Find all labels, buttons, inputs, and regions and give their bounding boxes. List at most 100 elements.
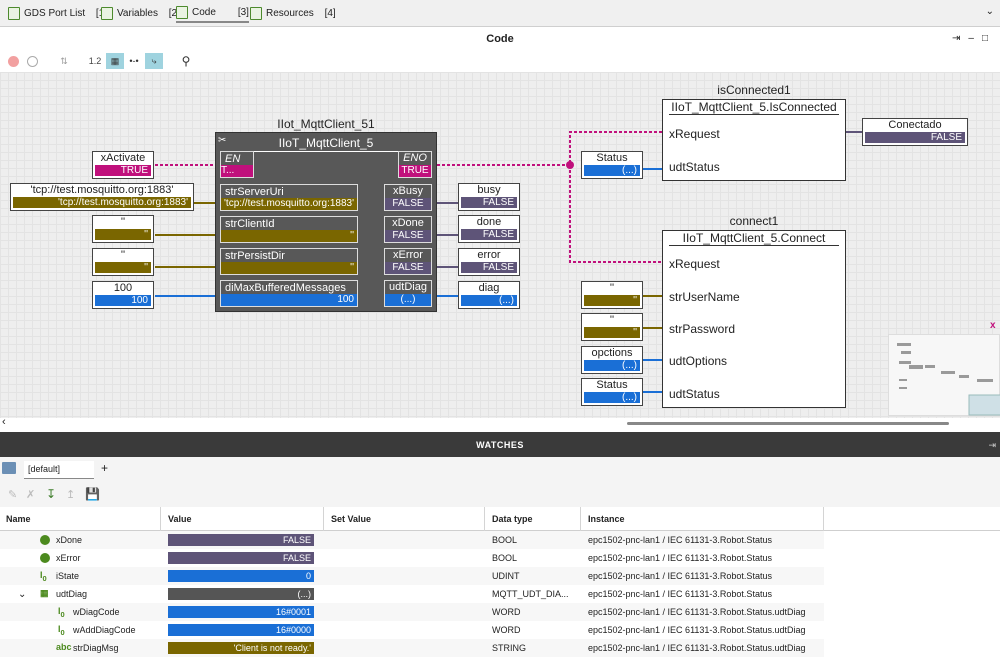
mqtt-client-block[interactable]: IIoT_MqttClient_5 ✂ EN T... ENO TRUE strSe… [215,132,437,312]
resources-icon [250,7,262,20]
zoom-level[interactable]: 1.2 [88,56,102,66]
pin-dimaxbuffered[interactable]: diMaxBufferedMessages 100 [220,280,358,307]
isconnected-pin-udtstatus[interactable]: udtStatus [669,160,720,174]
var-status-isconnected[interactable]: Status (...) [581,151,643,179]
diagram-toolbar: ⇅ 1.2 ▦ •-• ⤷ ⚲ [0,50,1000,72]
editor-tab-bar: GDS Port List [1] Variables [2] Code [3]… [0,0,1000,27]
table-row[interactable]: I0 iState 0 UDINT epc1502-pnc-lan1 / IEC… [0,567,824,585]
boolean-icon [40,553,50,563]
watches-panel-header: WATCHES ⇥ [0,432,1000,457]
connect-pin-xrequest[interactable]: xRequest [669,257,720,271]
isconnected-pin-xrequest[interactable]: xRequest [669,127,720,141]
chevron-down-icon[interactable]: ⌄ [18,589,27,600]
variables-icon [101,7,113,20]
connect-instance-name: connect1 [729,214,779,228]
isconnected-block[interactable]: IIoT_MqttClient_5.IsConnected xRequest u… [662,99,846,181]
export-icon[interactable]: ↥ [66,489,76,501]
col-instance[interactable]: Instance [588,514,625,524]
var-persist-dir[interactable]: '' '' [92,248,154,276]
col-data-type[interactable]: Data type [492,514,533,524]
pin-xdone[interactable]: xDone FALSE [384,216,432,243]
fbd-canvas[interactable]: xActivate TRUE 'tcp://test.mosquitto.org:… [0,72,1000,418]
tab-resources[interactable]: Resources [4] [250,4,336,23]
add-watch-tab-button[interactable]: + [101,461,109,475]
table-row[interactable]: ⌄ ▦ udtDiag (...) MQTT_UDT_DIA... epc150… [0,585,824,603]
connect-pin-strusername[interactable]: strUserName [669,290,740,304]
pin-strserveruri[interactable]: strServerUri'tcp://test.mosquitto.org:18… [220,184,358,211]
error-marker-icon: x [990,320,996,331]
pin-udtdiag[interactable]: udtDiag (...) [384,280,432,307]
watch-list-tabs: [default] + [0,457,1000,482]
integer-icon: I0 [58,624,65,637]
watch-tab-default[interactable]: [default] [24,461,94,479]
save-icon[interactable]: 💾 [85,487,100,501]
isconnected-type-name: IIoT_MqttClient_5.IsConnected [669,100,839,115]
scroll-left-icon[interactable]: ‹ [2,416,6,428]
string-icon: abc [56,642,72,652]
var-done[interactable]: done FALSE [458,215,520,243]
route-icon[interactable]: ⤷ [145,53,163,69]
var-diag[interactable]: diag (...) [458,281,520,309]
pin-en[interactable]: EN T... [220,151,254,178]
tab-gds-port-list[interactable]: GDS Port List [1] [8,4,107,23]
var-options[interactable]: opctions (...) [581,346,643,374]
pin-strpersistdir[interactable]: strPersistDir '' [220,248,358,275]
minimap-preview [897,343,1000,416]
search-icon[interactable]: ⚲ [181,54,191,68]
tab-variables[interactable]: Variables [2] [101,4,180,23]
var-max-buffered[interactable]: 100 100 [92,281,154,309]
pin-strclientid[interactable]: strClientId '' [220,216,358,243]
col-set-value[interactable]: Set Value [331,514,372,524]
table-row[interactable]: xError FALSE BOOL epc1502-pnc-lan1 / IEC… [0,549,824,567]
watch-grid-header: Name Value Set Value Data type Instance [0,507,1000,531]
var-username[interactable]: '' '' [581,281,643,309]
chevron-down-icon[interactable]: ⌄ [985,6,994,17]
var-client-id[interactable]: '' '' [92,215,154,243]
grid-icon[interactable]: ▦ [106,53,124,69]
boolean-icon [40,535,50,545]
var-xactivate[interactable]: xActivate TRUE [92,151,154,179]
table-row[interactable]: I0 wDiagCode 16#0001 WORD epc1502-pnc-la… [0,603,824,621]
pin-xbusy[interactable]: xBusy FALSE [384,184,432,211]
var-conectado[interactable]: Conectado FALSE [862,118,968,146]
col-name[interactable]: Name [6,514,31,524]
var-error[interactable]: error FALSE [458,248,520,276]
col-value[interactable]: Value [168,514,192,524]
pin-eno[interactable]: ENO TRUE [398,151,432,178]
integer-icon: I0 [40,570,47,583]
code-icon [176,6,188,19]
connection-lines [155,131,862,393]
scrollbar-thumb[interactable] [627,422,949,425]
maximize-icon[interactable]: □ [981,33,996,44]
edit-icon[interactable]: ✎ [8,489,18,501]
table-row[interactable]: abc strDiagMsg 'Client is not ready.' ST… [0,639,824,657]
import-icon[interactable]: ↧ [46,487,57,501]
record-icon[interactable] [6,53,20,69]
var-server-uri[interactable]: 'tcp://test.mosquitto.org:1883''tcp://te… [10,183,194,211]
folder-icon[interactable] [2,462,16,474]
minimize-icon[interactable]: – [968,33,982,44]
tab-code[interactable]: Code [3] [176,4,249,23]
pin-xerror[interactable]: xError FALSE [384,248,432,275]
connect-pin-udtstatus[interactable]: udtStatus [669,387,720,401]
pin-icon[interactable]: ⇥ [952,33,969,44]
table-row[interactable]: I0 wAddDiagCode 16#0000 WORD epc1502-pnc… [0,621,824,639]
connect-pin-strpassword[interactable]: strPassword [669,322,736,336]
canvas-horizontal-scrollbar[interactable]: ‹ [0,416,1000,428]
window-controls[interactable]: ⇥–□ [952,33,996,44]
isconnected-instance-name: isConnected1 [717,83,791,97]
connect-pin-udtoptions[interactable]: udtOptions [669,354,728,368]
var-status-connect[interactable]: Status (...) [581,378,643,406]
delete-icon[interactable]: ✗ [26,489,36,501]
connect-block[interactable]: IIoT_MqttClient_5.Connect xRequest strUs… [662,230,846,408]
diagram-minimap[interactable] [888,334,1000,416]
list-icon [8,7,20,20]
stop-icon[interactable] [25,53,39,69]
var-password[interactable]: '' '' [581,313,643,341]
integer-icon: I0 [58,606,65,619]
var-busy[interactable]: busy FALSE [458,183,520,211]
table-row[interactable]: xDone FALSE BOOL epc1502-pnc-lan1 / IEC … [0,531,824,549]
connector-icon[interactable]: •-• [129,56,139,66]
pin-panel-icon[interactable]: ⇥ [988,440,996,450]
sort-icon[interactable]: ⇅ [60,55,68,66]
